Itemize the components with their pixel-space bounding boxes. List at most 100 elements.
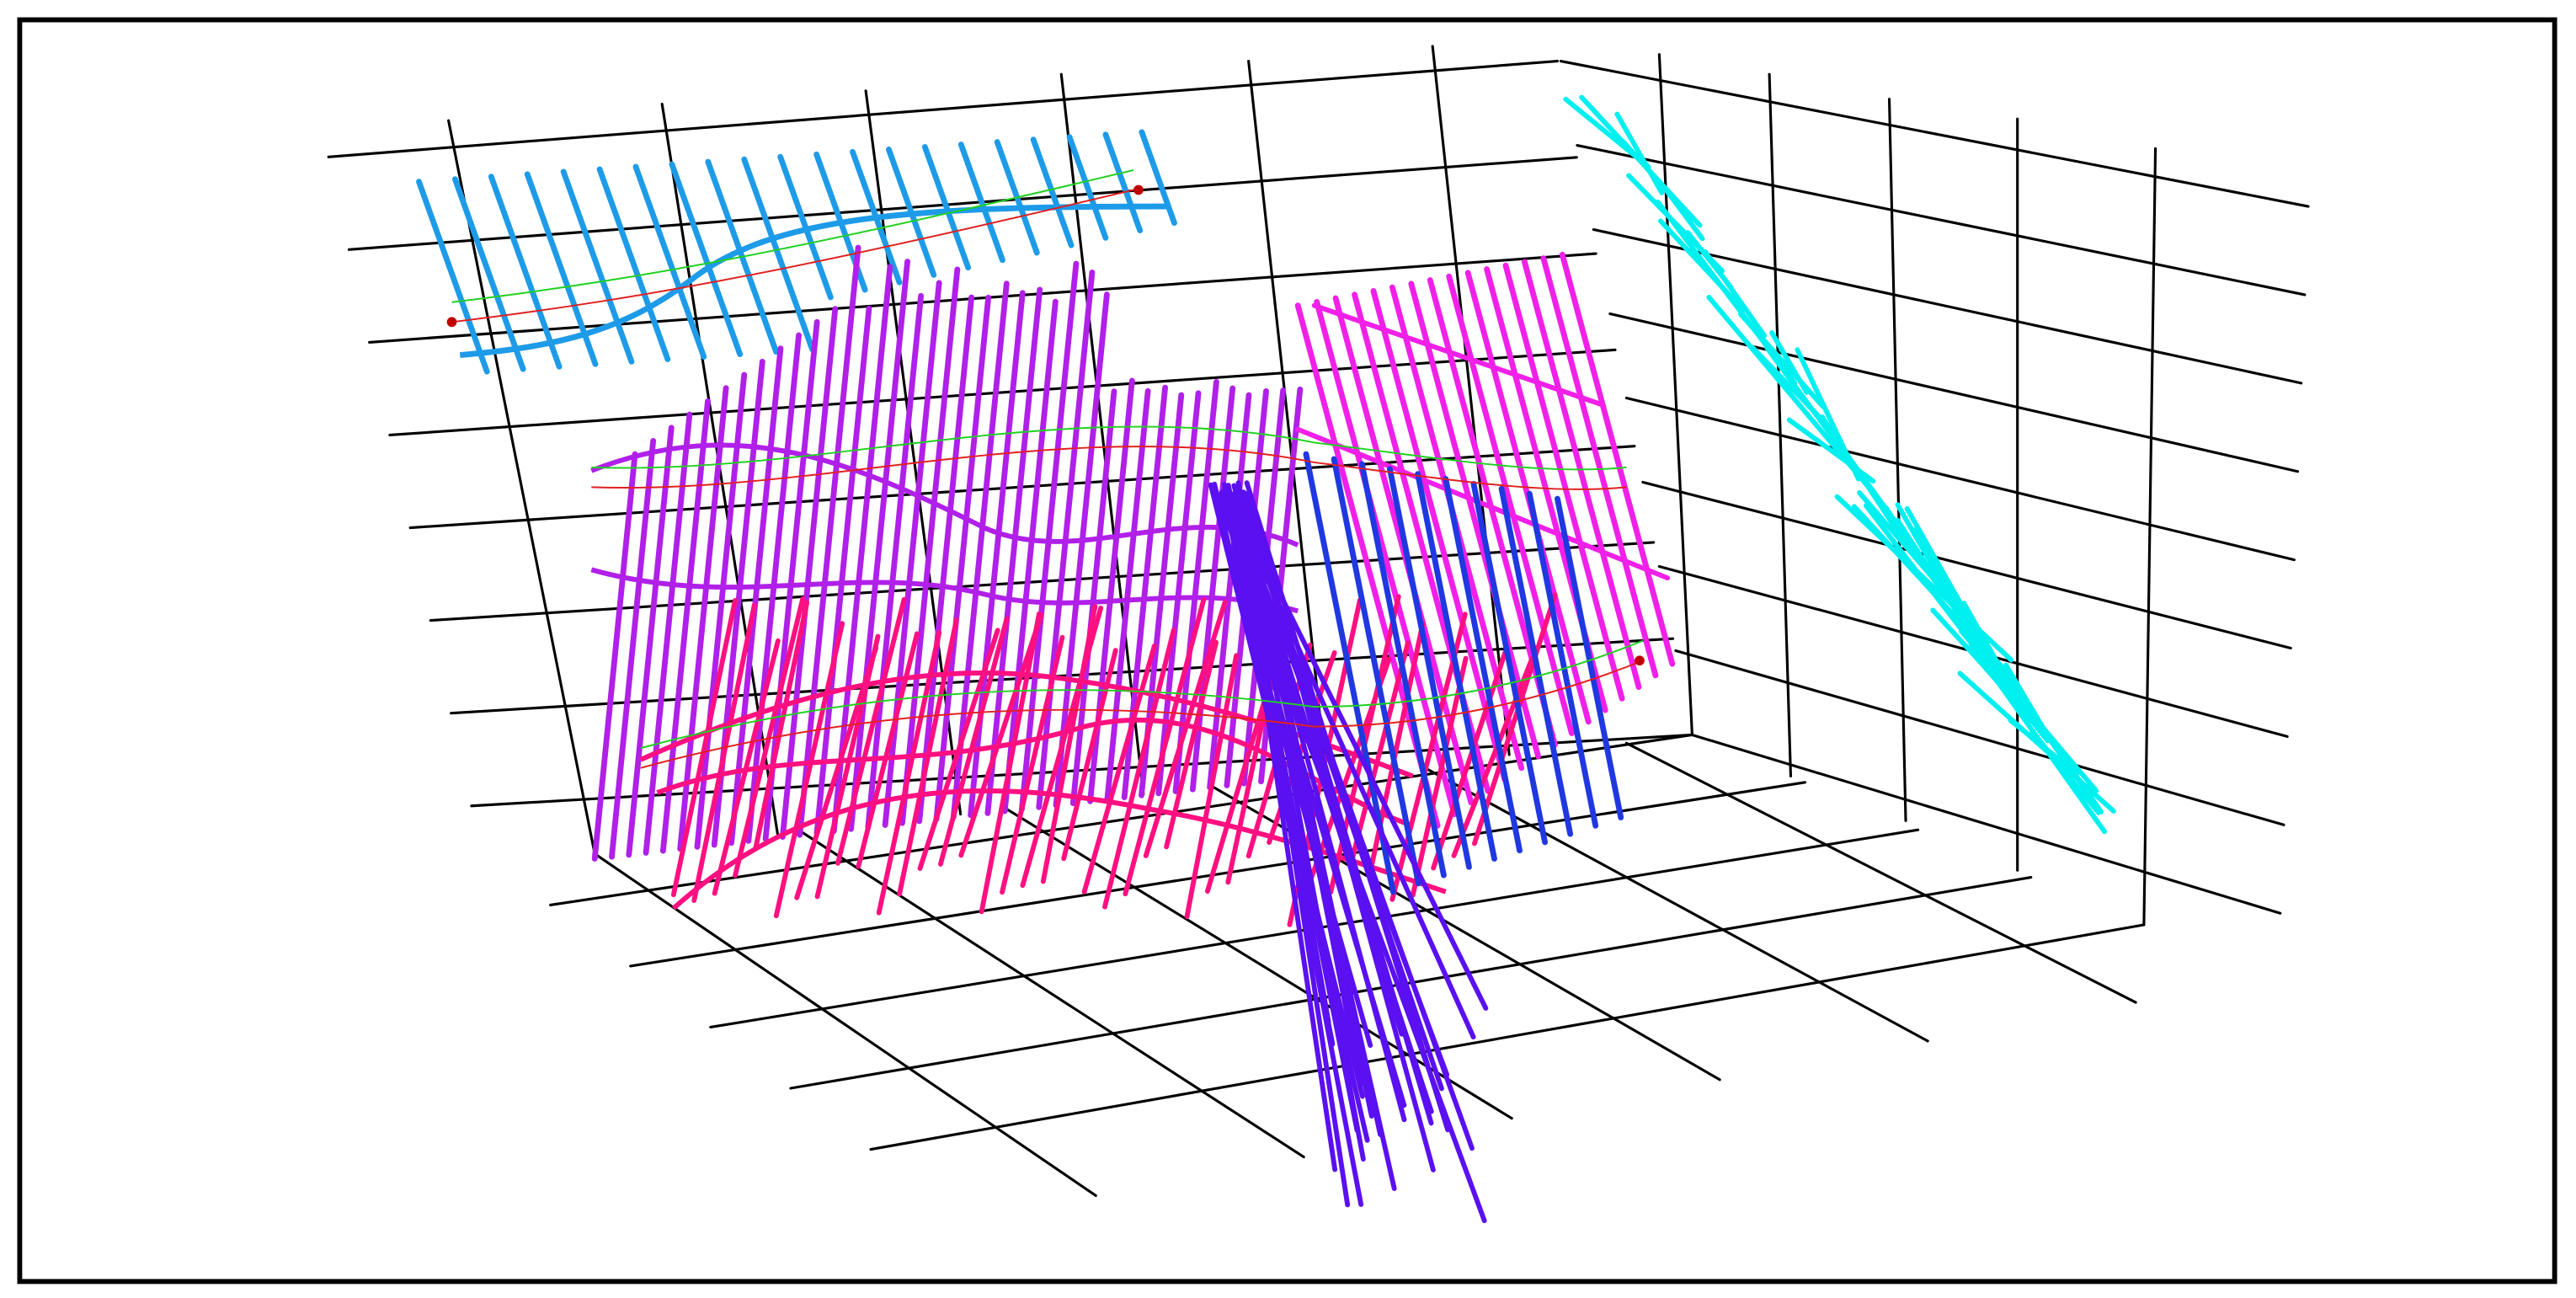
survey-line <box>712 638 781 896</box>
grid-line <box>1624 741 2137 1004</box>
survey-line <box>830 264 893 834</box>
survey-line <box>1540 255 1659 679</box>
survey-line <box>1143 599 1228 858</box>
survey-line <box>1053 291 1110 809</box>
survey-line <box>1244 499 1434 1126</box>
survey-line <box>1102 628 1176 910</box>
survey-line <box>1955 612 2019 686</box>
track-end <box>1133 184 1144 195</box>
survey-line <box>1236 499 1397 1191</box>
grid-line <box>1576 143 2307 296</box>
survey-line <box>1977 660 2035 725</box>
grid-line <box>629 781 1807 968</box>
track-line <box>640 660 1644 769</box>
grid-line <box>2142 147 2157 927</box>
survey-line <box>643 411 693 856</box>
survey-line <box>1311 302 1605 408</box>
survey-line <box>1857 490 1959 607</box>
survey-line <box>2009 680 2104 815</box>
survey-line <box>626 425 675 858</box>
survey-line <box>590 567 1299 614</box>
track-line <box>451 189 1134 323</box>
survey-line <box>1222 482 1364 1207</box>
survey-line <box>560 168 635 365</box>
survey-line <box>1410 655 1469 898</box>
survey-line <box>835 596 907 866</box>
survey-line <box>1331 456 1421 887</box>
survey-line <box>1081 644 1157 895</box>
grid-line <box>1059 72 1145 796</box>
survey-line <box>794 645 879 900</box>
survey-line <box>814 633 881 900</box>
survey-line <box>1000 634 1065 895</box>
survey-line <box>1207 392 1252 791</box>
survey-line <box>779 306 839 841</box>
survey-line <box>1443 476 1523 854</box>
survey-line <box>899 266 961 826</box>
grid-line <box>1247 59 1328 777</box>
grid-line <box>1418 763 1929 1043</box>
grid-line <box>1592 227 2303 385</box>
survey-line <box>933 294 992 822</box>
survey-line <box>753 600 810 851</box>
grid-line <box>1674 649 2285 826</box>
survey-line <box>1522 259 1642 691</box>
survey-line <box>671 788 1447 911</box>
survey-line <box>590 442 1299 548</box>
grid-line <box>1624 396 2296 562</box>
survey-line <box>2029 728 2101 815</box>
grid-line <box>593 852 1097 1198</box>
survey-line <box>797 244 861 838</box>
survey-lines <box>416 94 2116 1224</box>
survey-line <box>488 174 563 370</box>
survey-line <box>1387 466 1472 870</box>
survey-line <box>1219 489 1407 1108</box>
grid-line <box>1768 72 1793 778</box>
survey-line <box>882 280 942 828</box>
track-line <box>591 425 1627 471</box>
survey-line <box>1431 649 1508 871</box>
survey-line <box>1472 592 1558 847</box>
survey-line <box>1303 451 1396 895</box>
survey-line <box>659 398 711 854</box>
survey-line <box>1155 390 1202 797</box>
survey-line <box>1358 461 1447 879</box>
survey-line <box>1104 387 1151 803</box>
survey-line <box>1139 129 1177 227</box>
survey-line <box>1415 471 1497 862</box>
survey-line <box>1706 295 1869 488</box>
survey-line <box>1786 417 1876 484</box>
survey-line <box>1526 490 1599 829</box>
survey-line <box>591 451 638 862</box>
survey-line <box>865 292 925 831</box>
survey-line <box>1498 485 1574 837</box>
track-line <box>451 168 1134 303</box>
survey-line <box>1470 481 1549 846</box>
grid-line <box>447 119 596 856</box>
grid-line <box>1641 480 2292 650</box>
survey-line <box>916 294 974 825</box>
survey-line <box>773 621 845 919</box>
survey-line <box>669 161 744 357</box>
survey-line <box>1348 640 1411 866</box>
grid-line <box>1887 98 1907 822</box>
survey-line <box>1451 655 1535 858</box>
grid-line <box>368 252 1597 344</box>
track-line <box>591 446 1627 490</box>
survey-line <box>950 280 1010 820</box>
survey-line <box>813 305 872 836</box>
survey-line <box>1555 495 1624 820</box>
survey-line <box>1102 131 1144 233</box>
survey-line <box>876 630 942 916</box>
survey-line <box>1661 184 1705 242</box>
grid-line <box>1608 312 2300 473</box>
survey-line <box>1184 653 1240 920</box>
survey-line <box>937 616 1010 867</box>
survey-line <box>1408 280 1541 760</box>
survey-line <box>1069 388 1117 807</box>
survey-line <box>733 596 806 879</box>
survey-line <box>691 602 757 904</box>
track-end <box>1635 655 1645 666</box>
